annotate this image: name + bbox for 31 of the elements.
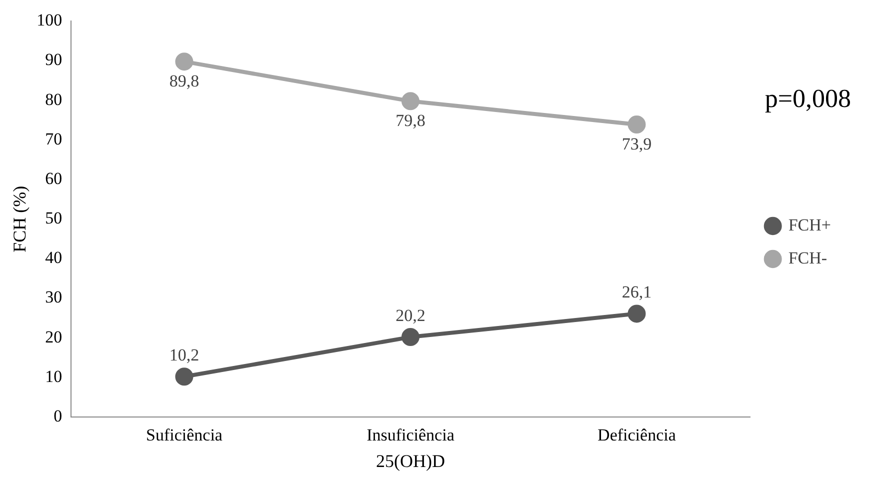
data-label: 26,1 (622, 282, 652, 302)
point (175, 368, 194, 386)
y-tick-label: 90 (45, 50, 62, 70)
data-label: 73,9 (622, 134, 652, 154)
y-tick-label: 40 (45, 248, 62, 268)
point (401, 328, 420, 346)
y-axis-title: FCH (%) (10, 186, 30, 252)
y-tick-label: 20 (45, 327, 62, 346)
legend-label: FCH+ (788, 215, 832, 234)
x-tick-label: Deficiência (598, 426, 676, 445)
y-tick-label: 60 (45, 168, 62, 188)
y-tick-label: 30 (45, 288, 62, 307)
x-tick-label: Insuficiência (366, 426, 455, 445)
y-tick-label: 0 (54, 406, 62, 426)
data-label: 79,8 (396, 111, 426, 130)
point (628, 304, 646, 323)
legend-label: FCH- (788, 248, 828, 268)
y-tick-label: 80 (45, 90, 62, 109)
point (401, 92, 420, 110)
text: p=0,008 (764, 84, 852, 114)
point (175, 52, 194, 71)
x-tick-label: Suficiência (146, 426, 223, 445)
x-axis-title: 25(OH)D (376, 450, 445, 471)
point (628, 116, 646, 134)
y-tick-label: 10 (45, 366, 62, 386)
data-label: 89,8 (169, 72, 200, 91)
data-label: 10,2 (169, 346, 200, 365)
data-label: 20,2 (396, 306, 426, 326)
y-tick-label: 100 (36, 10, 62, 30)
y-tick-label: 70 (45, 129, 62, 148)
y-tick-label: 50 (45, 208, 62, 228)
